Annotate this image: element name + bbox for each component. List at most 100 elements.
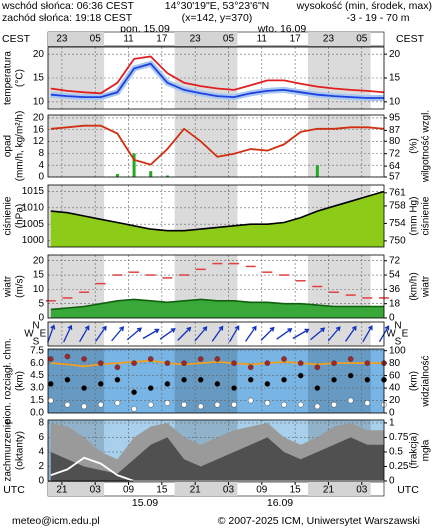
bottom-tick-label: 03 [90,485,102,496]
dot [64,401,71,408]
bottom-tick-label: 21 [323,485,335,496]
dot [281,356,287,362]
dot [131,389,137,396]
night-band [174,482,238,496]
axis-label: (°C) [15,69,26,87]
y-tick-label: 4.5 [30,370,44,381]
dot [281,376,287,383]
axis-label: (mm/h, kg/m²/h) [15,111,26,182]
y-tick-label: 0.0 [30,408,44,419]
top-tick-label: 23 [56,34,68,45]
axis-label: (km) [15,371,26,391]
axis-label: (oktanty) [15,431,26,470]
dot [131,360,137,366]
y-tick-label: 6 [38,432,44,443]
dot [264,360,271,366]
dot [364,360,371,366]
wind-arrow [194,326,208,342]
y-tick-label: 10 [33,96,45,107]
wind-arrow [177,326,192,341]
dot [164,381,171,387]
bottom-tick-label: 09 [256,485,268,496]
wind-arrow [276,328,293,340]
dot [114,376,121,383]
dot [264,400,271,406]
dot [81,356,87,362]
height-title: wysokość (min, środek, max) [296,0,432,12]
y2-tick-label: 60 [389,370,401,381]
bottom-tick-label: 03 [356,485,368,496]
y2-tick-label: 100 [389,345,406,356]
dot [314,403,321,410]
wind-arrow [159,328,176,340]
panel-border [47,348,385,414]
dot [47,381,54,387]
line [50,55,385,95]
footer-copyright: © 2007-2025 ICM, Uniwersytet Warszawski [218,515,420,527]
dot [247,376,254,383]
bottom-tick-label: 03 [223,485,235,496]
axis-label: mgła [421,439,432,461]
dot [247,364,254,371]
night-band [174,32,238,46]
y2-tick-label: 20 [389,49,401,60]
y-tick-label: 3.0 [30,383,44,394]
bottom-tick-label: 21 [56,485,68,496]
y-tick-label: 0 [38,313,44,324]
wind-arrow [79,325,90,343]
axis-label: (%) [409,138,420,154]
axis-label: temperatura [3,51,14,105]
dot [181,401,187,408]
axis-label: wiatr [3,275,14,298]
dot [97,360,104,366]
top-tick-label: 17 [290,34,302,45]
dot [197,403,204,410]
sunset: zachód słońca: 19:18 CEST [2,12,133,24]
compass-label: N [394,321,401,332]
y-tick-label: 1.5 [30,395,44,406]
line [50,359,384,368]
dot [114,400,121,406]
y-tick-label: 8 [38,418,44,429]
night-band [307,32,371,46]
panel-border [47,321,385,347]
y2-tick-label: 87 [389,125,401,136]
wind-arrow [260,326,275,341]
dot [297,372,304,379]
night-band [48,32,105,46]
y2-tick-label: 36 [389,284,401,295]
top-tick-label: 23 [323,34,335,45]
wind-arrow [142,328,160,340]
bottom-tick-label: 09 [123,485,135,496]
y2-tick-label: 95 [389,113,401,124]
line [50,62,384,99]
y-tick-label: 20 [33,49,45,60]
dot [347,356,354,362]
top-tick-label: 11 [257,34,268,45]
panel-border [47,254,385,319]
line [50,190,385,232]
y2-tick-label: 0.75 [389,432,409,443]
axis-label: opad [3,135,14,157]
axis-label: (km) [409,371,420,391]
dot [64,353,71,360]
y2-tick-label: 1 [389,418,395,429]
y-tick-label: 15 [33,73,45,84]
y-tick-label: 20 [33,255,45,266]
y2-tick-label: 15 [389,73,401,84]
wind-arrow [310,327,326,341]
night-band [174,322,238,346]
bar [132,153,136,177]
y2-tick-label: 54 [389,270,401,281]
bottom-tick-label: 15 [290,485,302,496]
wind-arrow [245,325,257,342]
dot [214,381,221,387]
bar [315,165,319,177]
dot [347,372,354,379]
dot [231,360,237,366]
y2-tick-label: 0.25 [389,461,409,472]
compass-label: S [395,337,402,348]
y2-tick-label: 10 [389,96,401,107]
night-band [48,482,105,496]
dot [314,385,321,391]
